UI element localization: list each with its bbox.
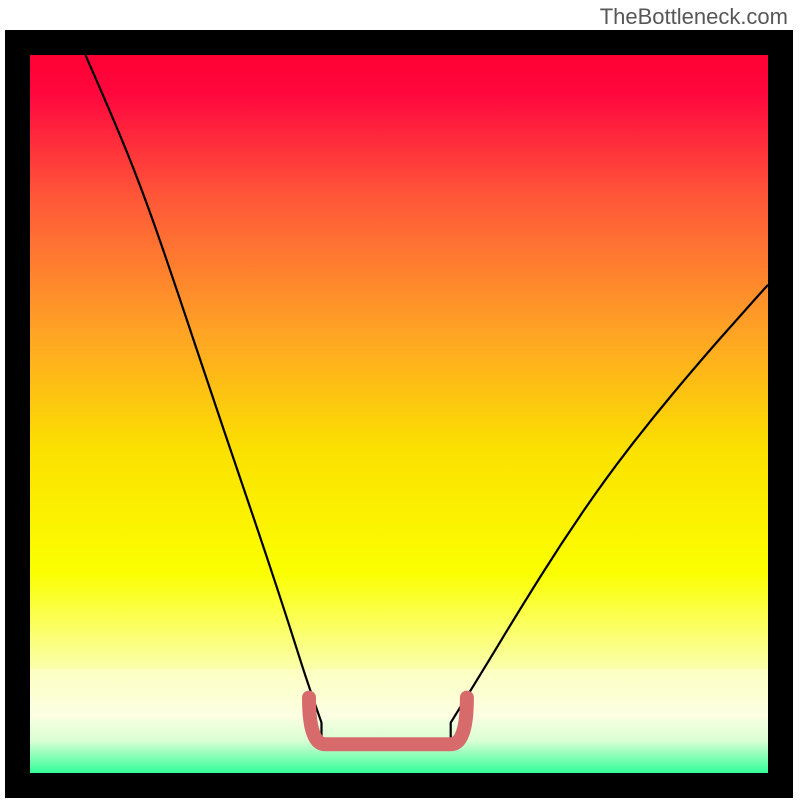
v-curve-path: [85, 55, 768, 748]
plot-area: [30, 55, 768, 773]
chart-stage: TheBottleneck.com: [0, 0, 800, 800]
salmon-overlay-path: [309, 698, 467, 745]
curves-svg: [30, 55, 768, 773]
frame-top: [5, 30, 793, 55]
watermark-text: TheBottleneck.com: [600, 4, 788, 30]
frame-left: [5, 30, 30, 798]
frame-right: [768, 30, 793, 798]
frame-bottom: [5, 773, 793, 798]
